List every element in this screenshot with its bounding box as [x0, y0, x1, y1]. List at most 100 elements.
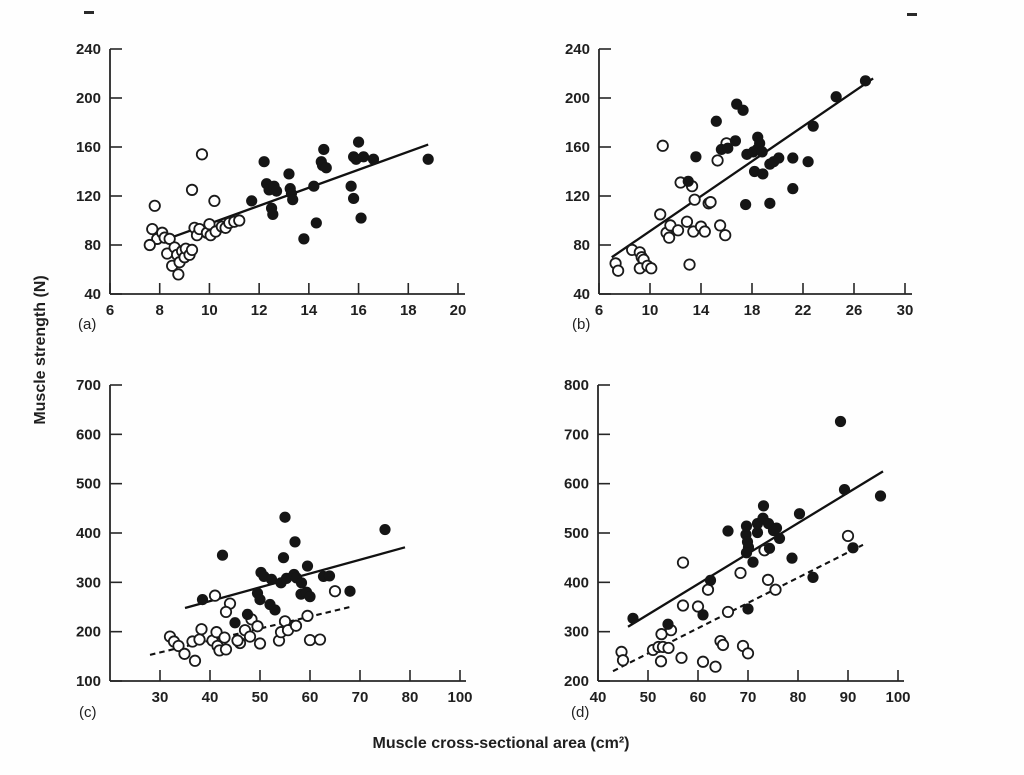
data-point-open [769, 583, 782, 596]
data-point-open [208, 589, 222, 602]
data-point-filled [757, 500, 770, 512]
y-tick-label: 100 [76, 673, 101, 690]
y-tick-label: 700 [564, 426, 589, 443]
data-point-open [231, 634, 244, 647]
y-tick-label: 600 [564, 476, 589, 493]
data-point-open [193, 633, 206, 646]
data-point-open [612, 264, 625, 277]
y-tick-label: 200 [76, 624, 101, 641]
x-tick-label: 6 [595, 302, 603, 319]
data-point-filled [763, 542, 776, 554]
x-tick-label: 80 [790, 689, 807, 706]
data-point-open [195, 148, 209, 161]
panel-label-d: (d) [571, 704, 590, 721]
data-point-filled [859, 75, 872, 87]
data-point-open [301, 609, 314, 622]
data-point-filled [196, 594, 209, 606]
y-tick-label: 40 [84, 286, 101, 303]
y-axis-label: Muscle strength (N) [32, 275, 49, 425]
y-tick-label: 120 [565, 188, 590, 205]
data-point-filled [807, 571, 819, 584]
data-point-filled [786, 552, 798, 564]
y-tick-label: 120 [76, 188, 101, 205]
data-point-open [328, 585, 342, 598]
x-tick-label: 6 [106, 302, 114, 319]
data-point-filled [737, 104, 749, 116]
y-tick-label: 800 [564, 377, 589, 394]
y-tick-label: 700 [76, 377, 101, 394]
x-tick-label: 50 [252, 689, 269, 706]
panel-label-b: (b) [572, 316, 591, 333]
data-point-filled [874, 490, 887, 502]
x-tick-label: 8 [156, 302, 164, 319]
data-point-filled [742, 603, 754, 615]
data-point-open [721, 605, 735, 619]
data-point-filled [757, 168, 769, 180]
data-point-filled [298, 233, 310, 245]
y-tick-label: 300 [76, 574, 101, 591]
data-point-open [243, 630, 257, 643]
data-point-filled [807, 120, 819, 132]
data-point-filled [838, 483, 851, 496]
data-point-filled [697, 609, 709, 621]
data-point-open [645, 262, 658, 275]
data-point-filled [740, 520, 753, 532]
x-tick-label: 16 [350, 302, 367, 319]
y-tick-label: 500 [76, 476, 101, 493]
data-point-filled [254, 594, 266, 606]
y-tick-label: 200 [76, 90, 101, 107]
data-point-filled [722, 142, 734, 154]
data-point-filled [751, 526, 764, 539]
data-point-filled [754, 137, 766, 149]
data-point-filled [265, 573, 278, 585]
panel-label-c: (c) [79, 704, 97, 721]
data-point-filled [270, 185, 283, 197]
data-point-filled [267, 208, 279, 220]
data-point-open [688, 193, 701, 206]
y-tick-label: 160 [565, 139, 590, 156]
data-point-open [195, 623, 208, 636]
y-tick-label: 240 [76, 41, 101, 58]
data-point-filled [773, 152, 785, 164]
x-tick-label: 30 [897, 302, 914, 319]
data-point-filled [704, 574, 717, 586]
data-point-filled [729, 135, 742, 147]
y-tick-label: 240 [565, 41, 590, 58]
data-point-open [683, 258, 696, 271]
x-tick-label: 70 [352, 689, 369, 706]
y-tick-label: 40 [573, 286, 590, 303]
data-point-filled [269, 604, 281, 616]
data-point-open [714, 219, 727, 232]
data-point-filled [770, 522, 783, 534]
data-point-filled [422, 153, 434, 165]
data-point-open [711, 154, 724, 167]
data-point-filled [345, 180, 357, 192]
data-point-filled [682, 175, 694, 187]
data-point-open [146, 222, 159, 236]
data-point-open [663, 231, 676, 244]
data-point-filled [627, 612, 639, 624]
data-point-filled [287, 194, 299, 206]
y-tick-label: 400 [564, 574, 589, 591]
data-point-filled [740, 547, 753, 559]
data-point-filled [793, 508, 806, 520]
data-point-filled [304, 591, 316, 603]
data-point-filled [847, 542, 859, 554]
data-point-filled [352, 136, 365, 148]
x-tick-label: 14 [301, 302, 318, 319]
data-point-open [185, 243, 199, 256]
x-tick-label: 12 [251, 302, 268, 319]
data-point-open [218, 631, 231, 644]
data-point-filled [787, 183, 799, 195]
x-tick-label: 22 [795, 302, 812, 319]
data-point-open [303, 633, 317, 647]
scan-mark-top-right [907, 13, 917, 16]
fit-line-solid [611, 77, 874, 259]
y-tick-label: 300 [564, 624, 589, 641]
data-point-filled [379, 523, 391, 536]
data-point-open [741, 647, 755, 660]
data-point-filled [241, 608, 254, 621]
data-point-open [676, 556, 690, 569]
x-tick-label: 100 [447, 689, 472, 706]
y-tick-label: 160 [76, 139, 101, 156]
